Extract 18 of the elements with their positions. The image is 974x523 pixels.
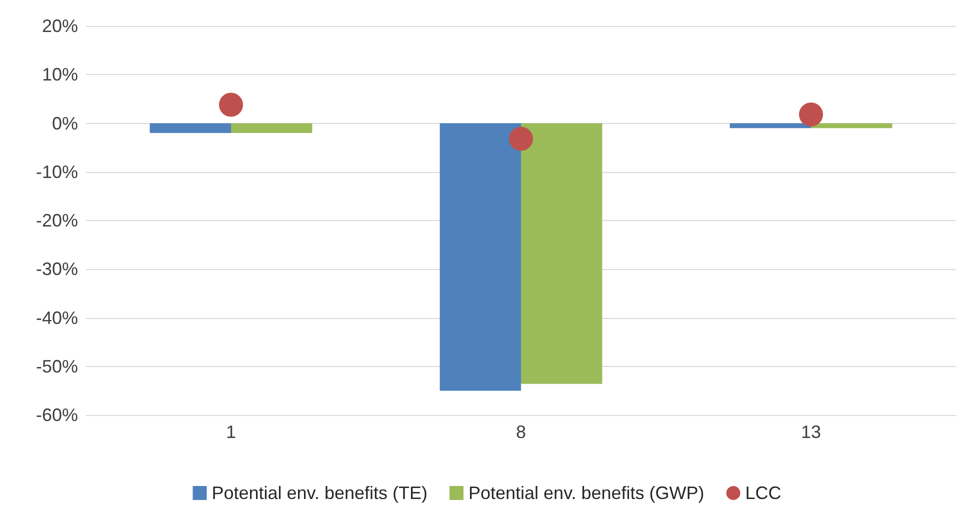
x-tick-label: 8 — [516, 422, 526, 442]
y-tick-label: -20% — [36, 210, 78, 230]
point — [219, 92, 243, 117]
y-tick-label: -50% — [36, 356, 78, 376]
y-tick-label: -10% — [36, 162, 78, 182]
y-tick-label: 0% — [52, 113, 78, 134]
legend-label: LCC — [745, 483, 782, 503]
y-tick-label: -60% — [36, 405, 78, 425]
y-tick-label: 20% — [42, 16, 78, 36]
point — [799, 102, 823, 126]
y-tick-label: 10% — [42, 64, 78, 85]
legend-label: Potential env. benefits (TE) — [212, 483, 428, 503]
x-tick-label: 13 — [800, 422, 822, 442]
legend-label: Potential env. benefits (GWP) — [468, 483, 704, 503]
x-tick-label: 1 — [226, 422, 236, 442]
point — [509, 126, 533, 151]
y-tick-label: -30% — [36, 259, 78, 280]
y-tick-label: -40% — [36, 308, 78, 328]
